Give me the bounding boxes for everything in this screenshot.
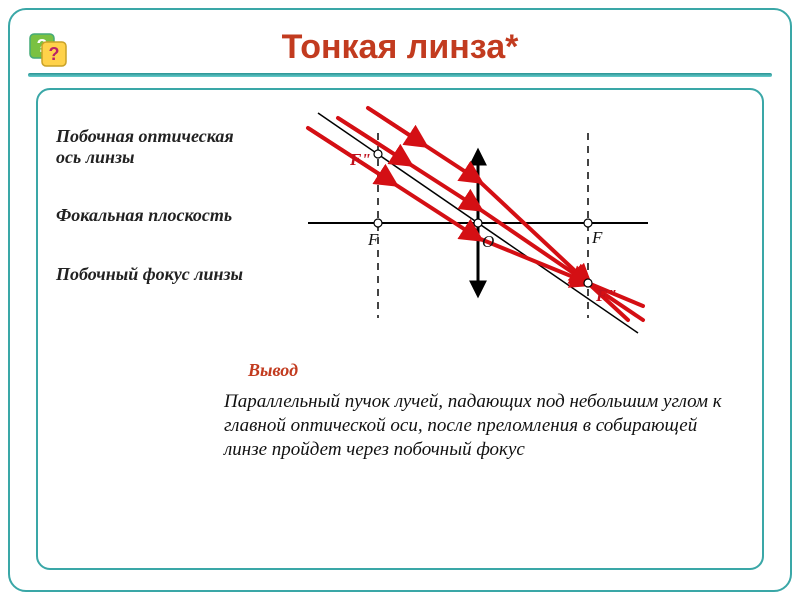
point-label: F bbox=[592, 228, 602, 248]
outer-frame: ? ? Тонкая линза* Побочная оптическая ос… bbox=[8, 8, 792, 592]
title-underline bbox=[28, 73, 772, 77]
left-labels: Побочная оптическая ось линзы Фокальная … bbox=[56, 126, 246, 323]
conclusion-heading: Вывод bbox=[248, 360, 298, 381]
point-label: F bbox=[368, 230, 378, 250]
conclusion-text: Параллельный пучок лучей, падающих под н… bbox=[224, 390, 738, 461]
title-bar: Тонкая линза* bbox=[10, 10, 790, 85]
question-icon: ? ? bbox=[24, 24, 72, 72]
label-secondary-focus: Побочный фокус линзы bbox=[56, 264, 246, 285]
label-focal-plane: Фокальная плоскость bbox=[56, 205, 246, 226]
page-title: Тонкая линза* bbox=[10, 28, 790, 67]
svg-text:?: ? bbox=[49, 44, 60, 64]
content-panel: Побочная оптическая ось линзы Фокальная … bbox=[36, 88, 764, 570]
point-label: F" bbox=[596, 286, 617, 306]
label-secondary-axis: Побочная оптическая ось линзы bbox=[56, 126, 246, 167]
point-label: O bbox=[482, 232, 494, 252]
lens-diagram: F O F F" F" bbox=[248, 98, 688, 348]
point-label: F" bbox=[350, 150, 371, 170]
